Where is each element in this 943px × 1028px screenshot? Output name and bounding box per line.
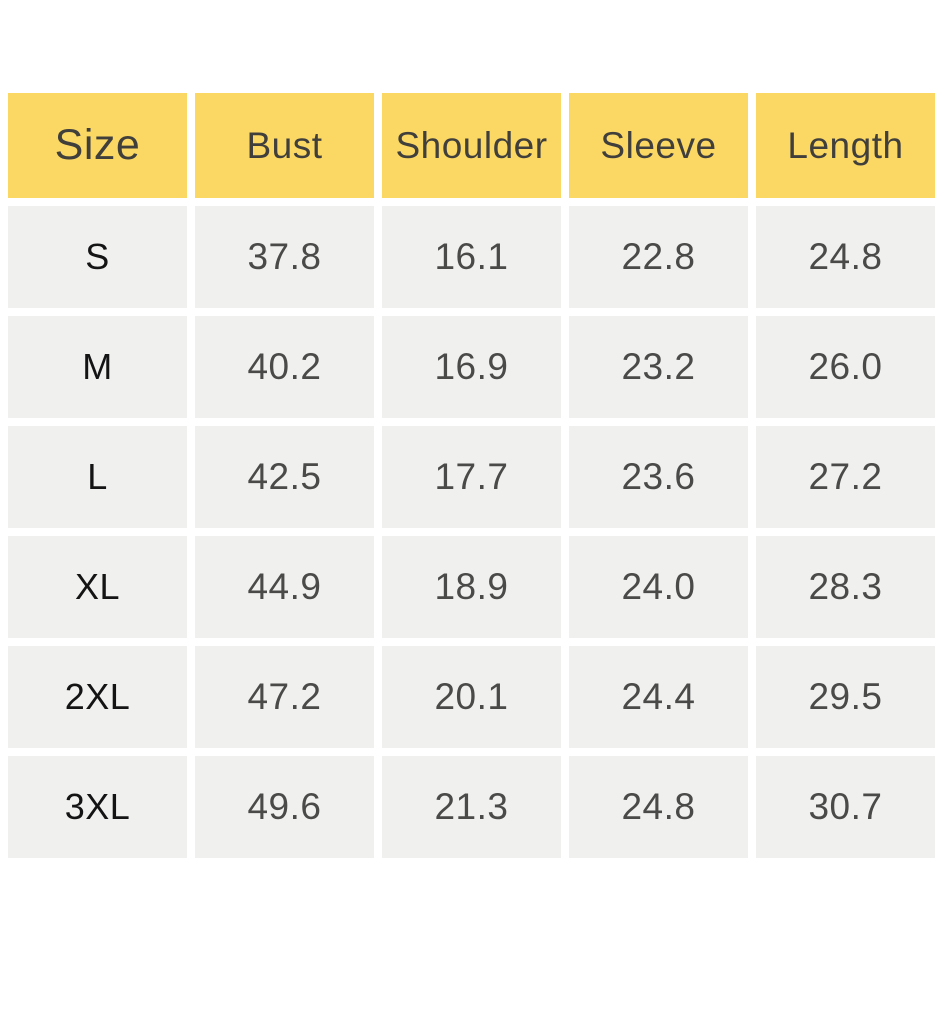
- shoulder-cell: 18.9: [382, 536, 561, 638]
- shoulder-cell: 21.3: [382, 756, 561, 858]
- header-cell-shoulder: Shoulder: [382, 93, 561, 198]
- table-row-xl: XL 44.9 18.9 24.0 28.3: [8, 536, 935, 638]
- bust-cell: 40.2: [195, 316, 374, 418]
- size-chart-table: Size Bust Shoulder Sleeve Length S 37.8 …: [0, 85, 943, 866]
- sleeve-cell: 23.6: [569, 426, 748, 528]
- shoulder-cell: 20.1: [382, 646, 561, 748]
- length-cell: 26.0: [756, 316, 935, 418]
- bust-cell: 37.8: [195, 206, 374, 308]
- size-cell: S: [8, 206, 187, 308]
- sleeve-cell: 24.0: [569, 536, 748, 638]
- size-cell: M: [8, 316, 187, 418]
- size-cell: XL: [8, 536, 187, 638]
- size-cell: 3XL: [8, 756, 187, 858]
- table-row-s: S 37.8 16.1 22.8 24.8: [8, 206, 935, 308]
- bust-cell: 44.9: [195, 536, 374, 638]
- header-row: Size Bust Shoulder Sleeve Length: [8, 93, 935, 198]
- table-row-m: M 40.2 16.9 23.2 26.0: [8, 316, 935, 418]
- bust-cell: 47.2: [195, 646, 374, 748]
- header-cell-length: Length: [756, 93, 935, 198]
- length-cell: 24.8: [756, 206, 935, 308]
- bust-cell: 49.6: [195, 756, 374, 858]
- header-cell-size: Size: [8, 93, 187, 198]
- header-cell-sleeve: Sleeve: [569, 93, 748, 198]
- length-cell: 28.3: [756, 536, 935, 638]
- sleeve-cell: 23.2: [569, 316, 748, 418]
- table-row-3xl: 3XL 49.6 21.3 24.8 30.7: [8, 756, 935, 858]
- bust-cell: 42.5: [195, 426, 374, 528]
- length-cell: 30.7: [756, 756, 935, 858]
- table-row-2xl: 2XL 47.2 20.1 24.4 29.5: [8, 646, 935, 748]
- size-cell: L: [8, 426, 187, 528]
- shoulder-cell: 16.1: [382, 206, 561, 308]
- sleeve-cell: 22.8: [569, 206, 748, 308]
- shoulder-cell: 16.9: [382, 316, 561, 418]
- size-cell: 2XL: [8, 646, 187, 748]
- length-cell: 27.2: [756, 426, 935, 528]
- length-cell: 29.5: [756, 646, 935, 748]
- shoulder-cell: 17.7: [382, 426, 561, 528]
- table-row-l: L 42.5 17.7 23.6 27.2: [8, 426, 935, 528]
- sleeve-cell: 24.8: [569, 756, 748, 858]
- sleeve-cell: 24.4: [569, 646, 748, 748]
- header-cell-bust: Bust: [195, 93, 374, 198]
